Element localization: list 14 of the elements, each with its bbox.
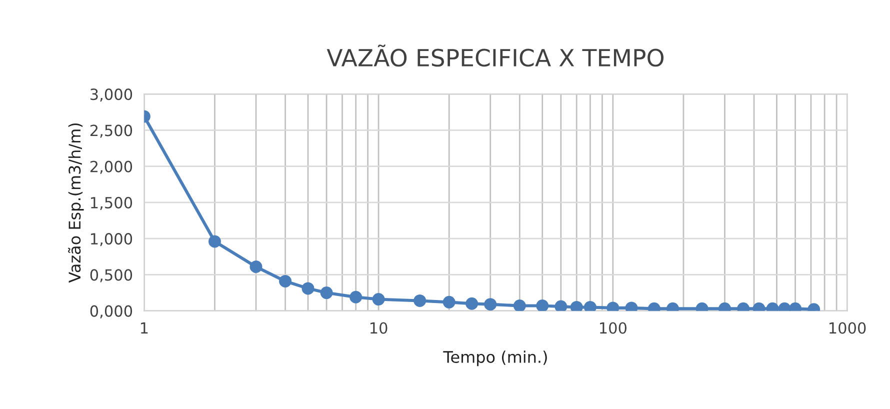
- y-tick-label: 0,000: [90, 305, 132, 318]
- y-tick-label: 1,000: [91, 233, 132, 246]
- chart-title: VAZÃO ESPECIFICA X TEMPO: [326, 44, 664, 67]
- y-tick-label: 2,500: [90, 124, 132, 138]
- y-tick-label: 0,500: [90, 269, 132, 282]
- y-tick-label: 1,500: [91, 196, 132, 210]
- x-tick-label: 1: [141, 322, 148, 334]
- y-axis-title: Vazão Esp.(m3/h/m): [68, 123, 84, 283]
- x-axis-title: Tempo (min.): [443, 350, 547, 366]
- x-tick-label: 1000: [830, 322, 866, 334]
- x-tick-label: 10: [370, 322, 388, 334]
- x-tick-label: 100: [600, 322, 626, 334]
- y-tick-label: 3,000: [90, 88, 132, 102]
- y-tick-label: 2,000: [90, 160, 132, 174]
